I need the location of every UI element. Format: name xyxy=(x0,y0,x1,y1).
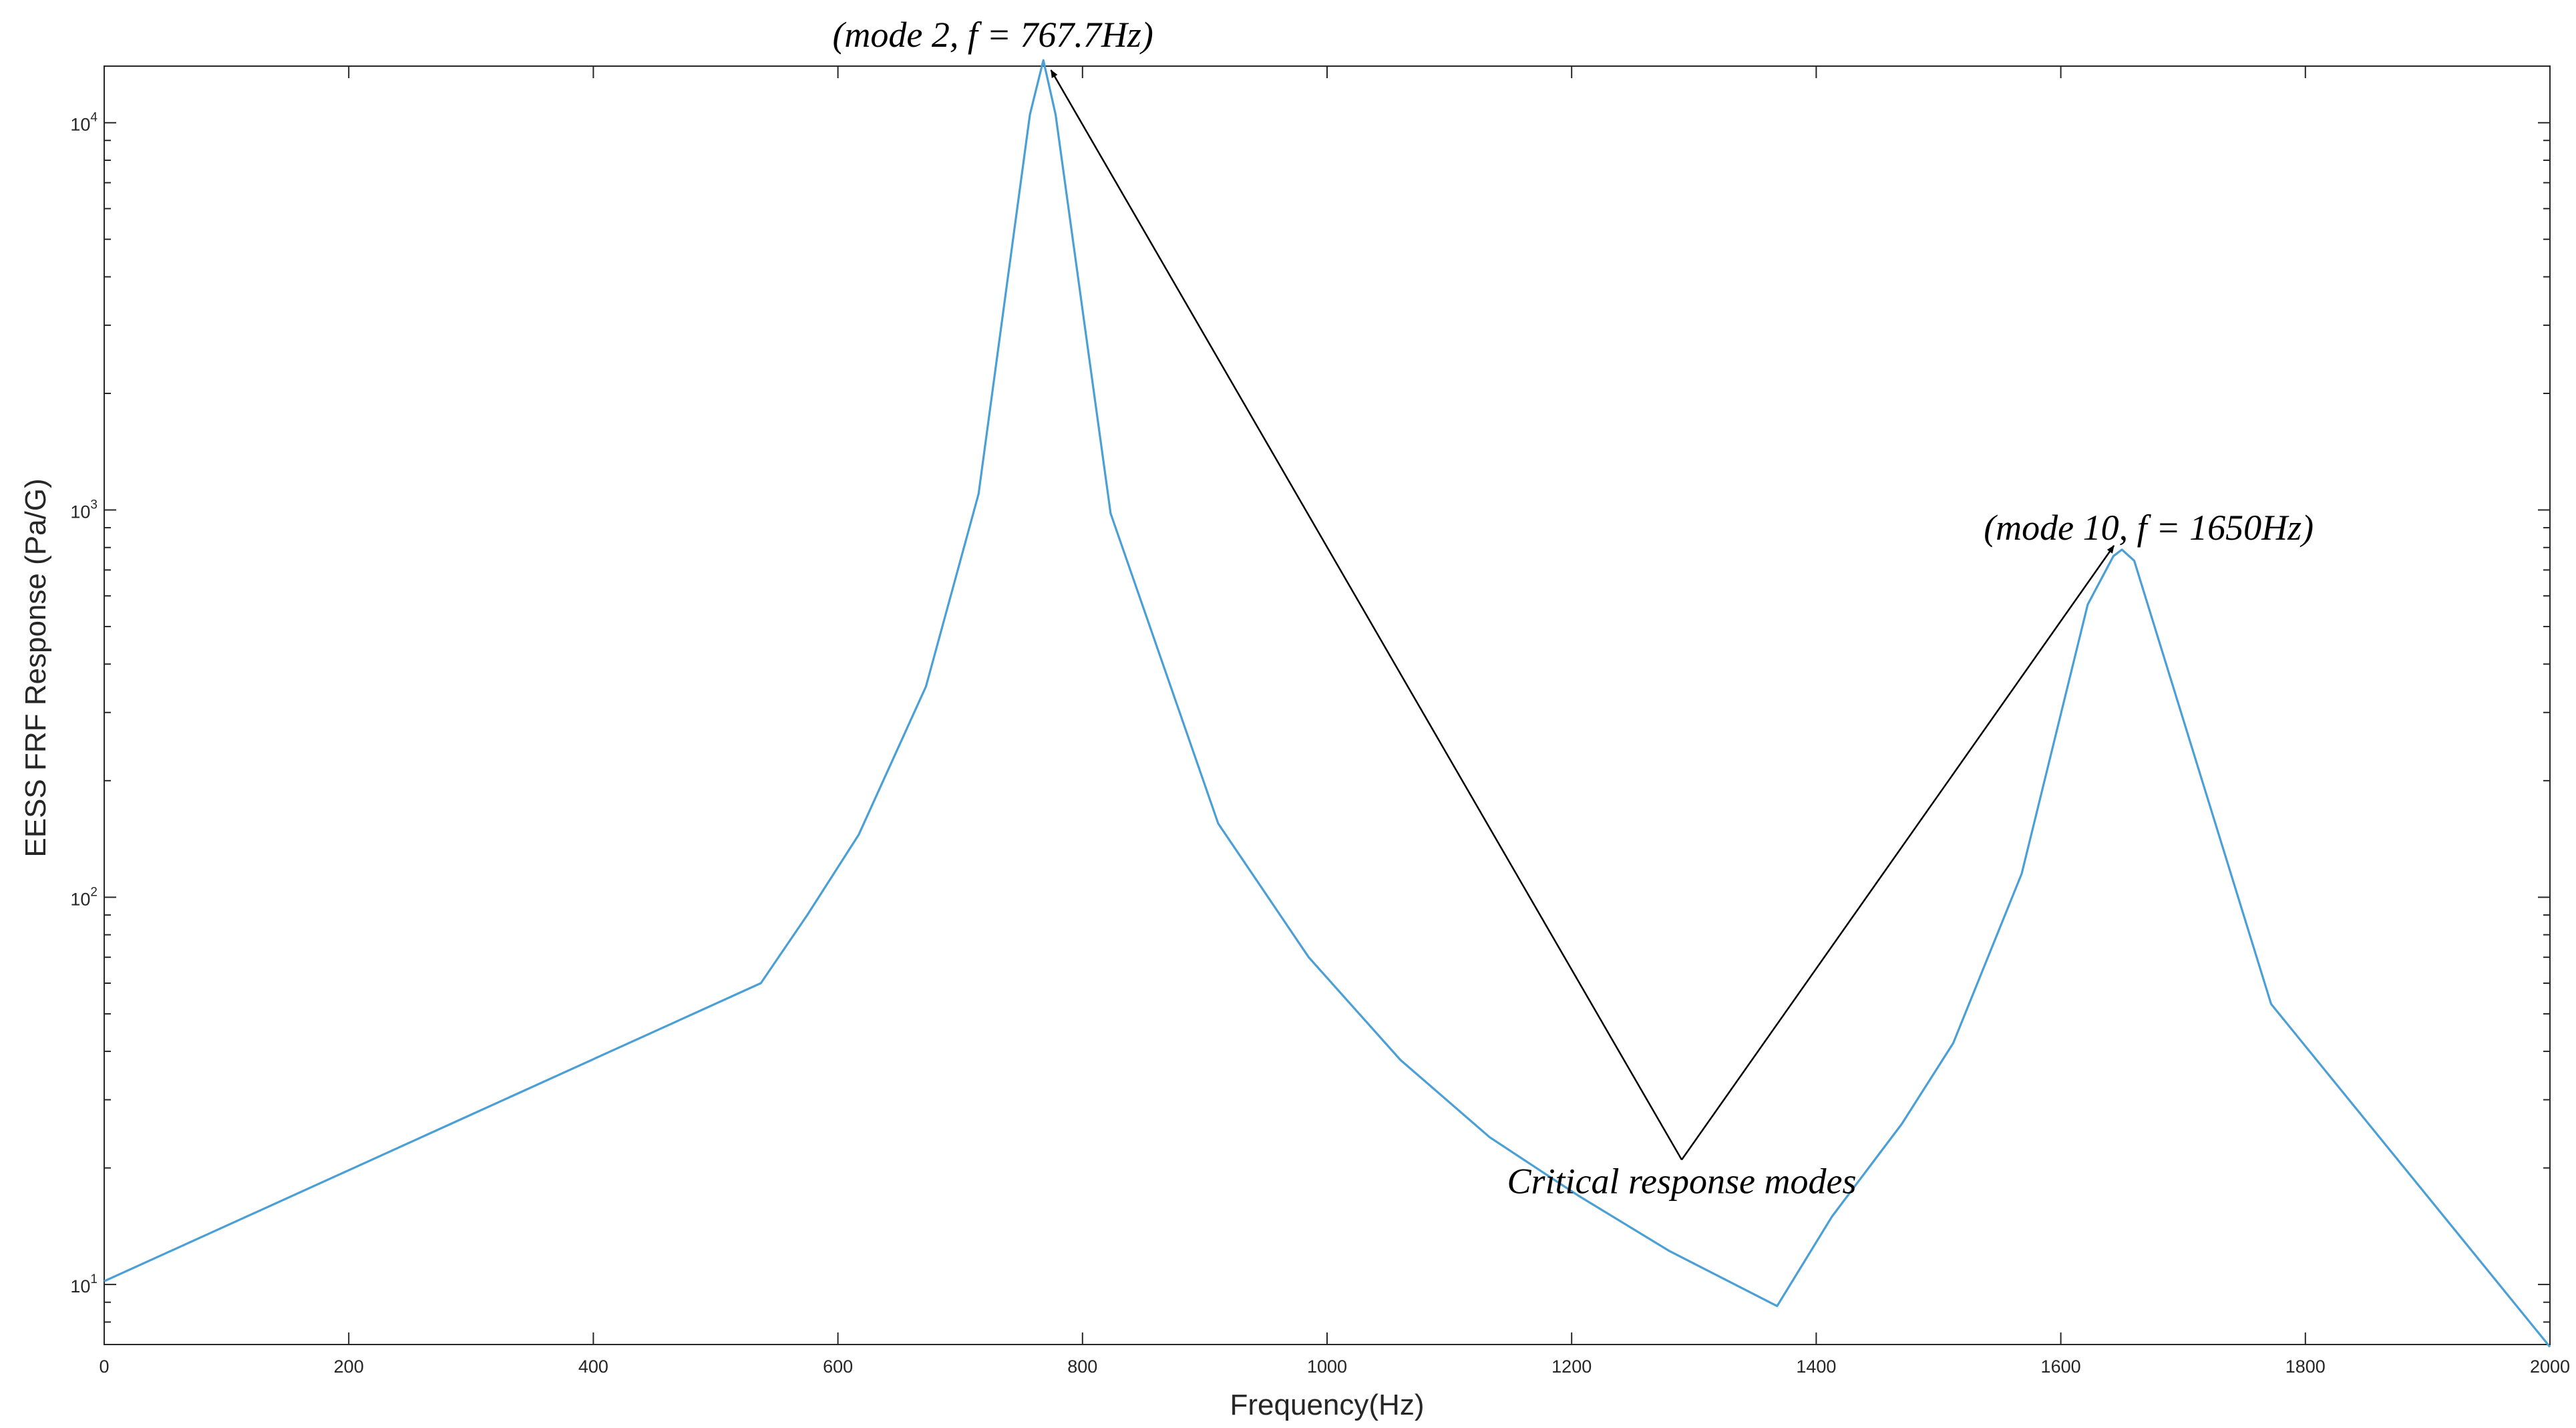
frf-series-line xyxy=(104,59,2551,1348)
y-axis-label: EESS FRF Response (Pa/G) xyxy=(19,478,52,857)
x-tick-label: 0 xyxy=(99,1357,109,1377)
x-tick-label: 1600 xyxy=(2041,1357,2081,1377)
x-tick-label: 1800 xyxy=(2285,1357,2326,1377)
annotation-mode-2: (mode 2, f = 767.7Hz) xyxy=(832,15,1153,55)
x-tick-label: 800 xyxy=(1067,1357,1097,1377)
x-tick-label: 2000 xyxy=(2530,1357,2570,1377)
annotations: (mode 2, f = 767.7Hz) (mode 10, f = 1650H… xyxy=(832,15,2314,1201)
annotation-mode-10: (mode 10, f = 1650Hz) xyxy=(1984,508,2314,548)
plot-frame xyxy=(104,65,2551,1345)
y-tick-label: 102 xyxy=(70,885,98,909)
arrow-to-mode-10 xyxy=(1680,545,2115,1161)
series-layer xyxy=(104,59,2551,1348)
y-tick-label: 104 xyxy=(70,111,98,135)
annotation-critical-modes: Critical response modes xyxy=(1507,1161,1857,1201)
x-axis-label: Frequency(Hz) xyxy=(1230,1389,1425,1421)
y-tick-label: 101 xyxy=(70,1272,98,1296)
x-tick-label: 1000 xyxy=(1307,1357,1347,1377)
x-tick-label: 1200 xyxy=(1551,1357,1592,1377)
x-tick-label: 200 xyxy=(334,1357,364,1377)
x-tick-label: 400 xyxy=(578,1357,608,1377)
arrow-to-mode-2 xyxy=(1050,69,1683,1160)
y-tick-label: 103 xyxy=(70,498,98,522)
axes: 0 200 400 600 800 1000 1200 1400 1600 1800 2000 101… xyxy=(70,65,2570,1377)
x-tick-label: 1400 xyxy=(1796,1357,1836,1377)
x-tick-label: 600 xyxy=(823,1357,853,1377)
